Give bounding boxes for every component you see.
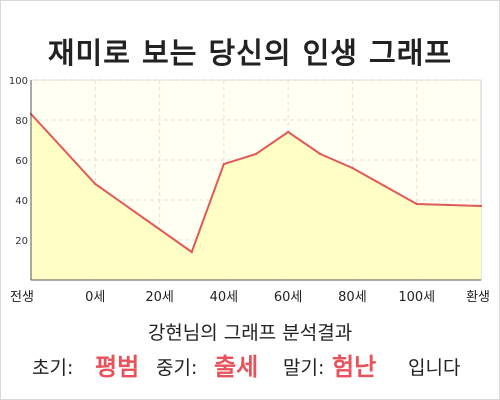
- x-tick-label: 40세: [210, 290, 239, 305]
- mid-label: 중기:: [156, 357, 198, 379]
- x-tick-label: 60세: [274, 290, 303, 305]
- data-point: [479, 204, 483, 208]
- late-value: 험난: [332, 353, 377, 381]
- y-tick-label: 100: [9, 76, 28, 87]
- analysis-result: 초기: 평범 중기: 출세 말기: 험난 입니다: [0, 345, 500, 381]
- data-point: [222, 162, 226, 166]
- data-point: [94, 182, 97, 186]
- data-point: [254, 152, 258, 156]
- early-label: 초기:: [32, 357, 74, 379]
- y-tick-label: 60: [15, 156, 28, 167]
- late-label: 말기:: [283, 357, 325, 379]
- analysis-title: 강현님의 그래프 분석결과: [147, 322, 353, 344]
- x-tick-label: 전생: [10, 290, 34, 305]
- area-fill: [31, 114, 481, 280]
- data-point: [319, 152, 322, 156]
- x-tick-label: 100세: [398, 290, 435, 305]
- x-tick-label: 20세: [145, 290, 174, 305]
- x-tick-label: 80세: [338, 290, 367, 305]
- chart-title: 재미로 보는 당신의 인생 그래프: [47, 36, 453, 70]
- y-tick-label: 40: [15, 196, 28, 207]
- x-tick-label: 0세: [85, 290, 105, 305]
- suffix-text: 입니다: [408, 357, 461, 379]
- y-tick-label: 20: [15, 236, 28, 247]
- y-tick-label: 80: [15, 116, 28, 127]
- data-point: [190, 250, 193, 254]
- data-point: [351, 166, 354, 170]
- data-point: [286, 130, 290, 134]
- x-tick-label: 환생: [466, 290, 490, 305]
- life-graph-chart: 20 40 60 80 100 전생 0세 20세 40세 60세 80세 100세 환생: [9, 76, 490, 305]
- mid-value: 출세: [214, 353, 259, 381]
- data-point: [383, 184, 386, 188]
- data-point: [415, 202, 418, 206]
- early-value: 평범: [95, 353, 140, 381]
